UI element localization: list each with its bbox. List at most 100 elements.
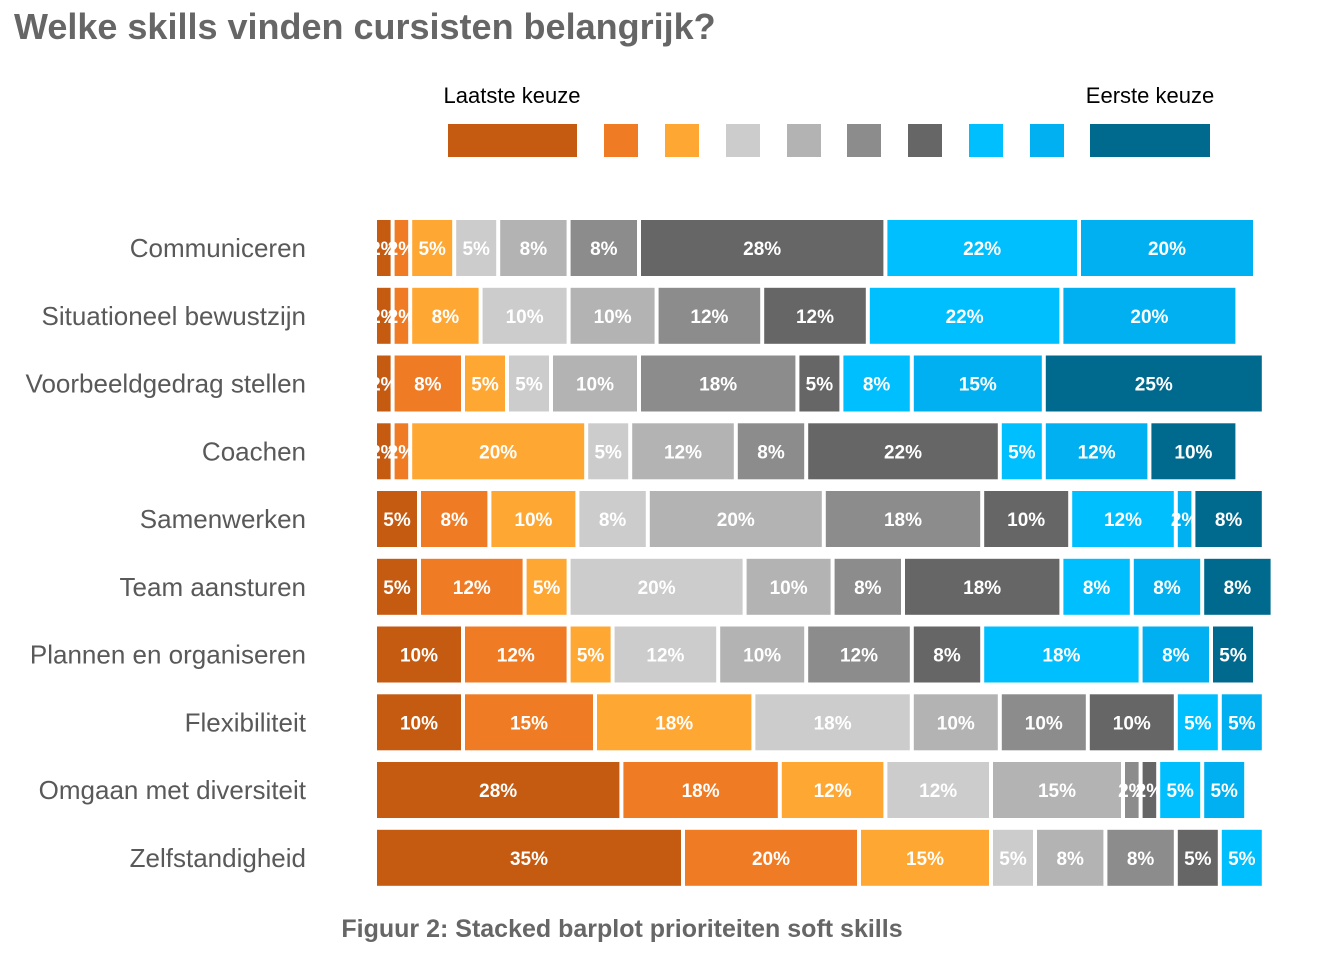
data-label: 8%	[863, 375, 891, 396]
bar-segment	[412, 423, 585, 480]
data-label: 10%	[400, 646, 438, 667]
data-label: 18%	[682, 781, 720, 802]
bar-segment	[465, 694, 593, 751]
legend-swatch-8	[969, 124, 1003, 157]
bar-segment	[1063, 287, 1236, 344]
data-label: 8%	[1224, 578, 1252, 599]
bar-segment	[588, 423, 629, 480]
bar-segment	[984, 491, 1069, 547]
data-label: 15%	[510, 713, 548, 734]
bar-segment	[641, 220, 884, 276]
bar-row: 5% 12% 5% 20% 10% 8% 18% 8% 8% 8%	[377, 558, 1271, 615]
bar-segment	[1204, 558, 1271, 615]
legend-swatch-1	[448, 124, 577, 157]
bar-segment	[913, 626, 981, 683]
bar-segment	[623, 762, 778, 818]
legend-swatches	[448, 124, 1210, 157]
bar-segment	[526, 558, 567, 615]
data-label: 18%	[1042, 646, 1080, 667]
legend-right-label: Eerste keuze	[1086, 83, 1214, 108]
bar-segment	[377, 829, 681, 886]
bar-segment	[1177, 829, 1218, 886]
bar-row: 28% 18% 12% 12% 15% 2%2% 5% 5%	[377, 762, 1245, 818]
data-label: 5%	[1008, 442, 1036, 463]
bar-segment	[808, 423, 998, 480]
bar-segment	[1072, 491, 1174, 547]
data-label: 10%	[1174, 442, 1212, 463]
category-label: Plannen en organiseren	[30, 640, 306, 670]
bar-segment	[412, 220, 453, 276]
bar-segment	[377, 762, 620, 818]
bar-segment	[632, 423, 734, 480]
bar-segment	[755, 694, 910, 751]
bar-segment	[421, 558, 523, 615]
figure-caption: Figuur 2: Stacked barplot prioriteiten s…	[341, 915, 903, 943]
bar-segment	[685, 829, 857, 886]
data-label: 10%	[400, 713, 438, 734]
data-label: 12%	[646, 646, 684, 667]
chart-title: Welke skills vinden cursisten belangrijk…	[14, 6, 716, 47]
bar-segment	[377, 694, 461, 751]
data-label: 8%	[1127, 849, 1155, 870]
data-label: 18%	[699, 375, 737, 396]
data-label: 10%	[937, 713, 975, 734]
data-label: 8%	[1083, 578, 1111, 599]
bar-segment	[658, 287, 761, 344]
data-label: 5%	[1228, 713, 1256, 734]
data-label: 15%	[1038, 781, 1076, 802]
bar-segment	[887, 220, 1077, 276]
bar-segment	[570, 626, 611, 683]
bar-segment	[1151, 423, 1236, 480]
data-label: 2%	[370, 239, 398, 260]
data-label: 2%	[370, 375, 398, 396]
category-label: Samenwerken	[140, 504, 306, 534]
data-label: 5%	[515, 375, 543, 396]
data-label: 10%	[514, 510, 552, 531]
legend-swatch-2	[604, 124, 638, 157]
data-label: 15%	[906, 849, 944, 870]
data-label: 22%	[946, 307, 984, 328]
data-label: 20%	[1148, 239, 1186, 260]
data-label: 5%	[533, 578, 561, 599]
bar-segment	[614, 626, 717, 683]
bar-segment	[377, 558, 417, 615]
bar-segment	[377, 491, 417, 547]
bar-segment	[465, 355, 505, 412]
bar-segment	[1142, 626, 1209, 683]
data-label: 5%	[594, 442, 622, 463]
bar-segment	[377, 355, 391, 412]
bar-segment	[861, 829, 989, 886]
data-label: 2%	[388, 307, 416, 328]
bar-segment	[509, 355, 549, 412]
bar-segment	[570, 220, 637, 276]
data-label: 12%	[814, 781, 852, 802]
data-label: 8%	[1056, 849, 1084, 870]
data-label: 5%	[1210, 781, 1238, 802]
bar-segment	[649, 491, 822, 547]
category-label: Coachen	[202, 436, 306, 466]
legend-swatch-3	[665, 124, 699, 157]
data-label: 5%	[1184, 849, 1212, 870]
data-label: 22%	[963, 239, 1001, 260]
data-label: 8%	[1153, 578, 1181, 599]
data-label: 5%	[418, 239, 446, 260]
legend-swatch-9	[1030, 124, 1064, 157]
bar-segment	[1142, 762, 1157, 818]
data-label: 12%	[664, 442, 702, 463]
bar-segment	[799, 355, 840, 412]
data-label: 2%	[1171, 510, 1199, 531]
bar-segment	[421, 491, 488, 547]
bar-row: 2%2% 5% 5% 8% 8% 28% 22% 20%	[370, 220, 1253, 276]
legend-swatch-5	[787, 124, 821, 157]
bar-segment	[825, 491, 981, 547]
data-label: 10%	[770, 578, 808, 599]
bar-segment	[993, 829, 1033, 886]
data-label: 8%	[757, 442, 785, 463]
data-label: 22%	[884, 442, 922, 463]
data-label: 18%	[814, 713, 852, 734]
data-label: 5%	[806, 375, 834, 396]
category-label: Omgaan met diversiteit	[39, 775, 307, 805]
data-label: 8%	[854, 578, 882, 599]
data-label: 5%	[1228, 849, 1256, 870]
